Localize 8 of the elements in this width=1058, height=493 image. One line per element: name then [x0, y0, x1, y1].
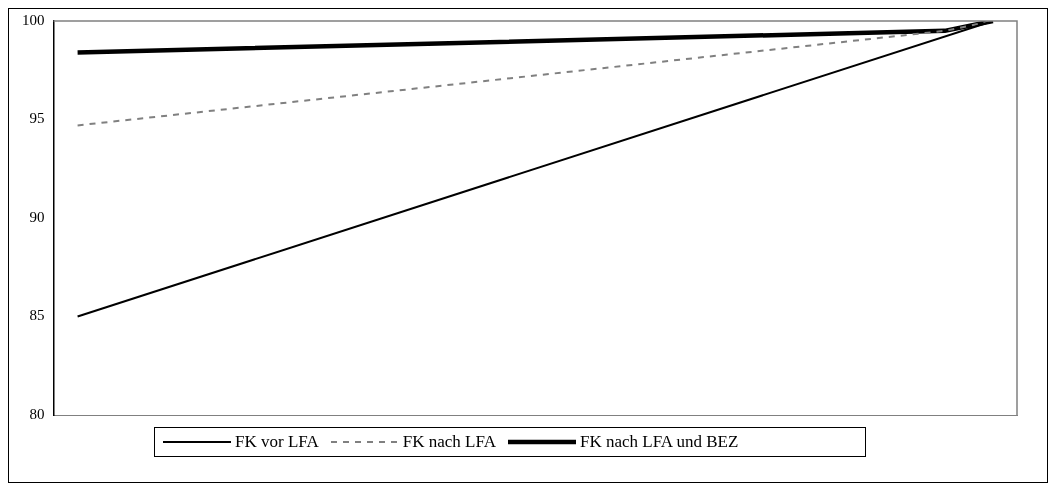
y-tick-label: 95 — [29, 110, 45, 127]
y-tick-label: 90 — [29, 208, 45, 225]
y-tick-label: 80 — [29, 405, 45, 422]
legend-label: FK vor LFA — [235, 432, 319, 452]
legend-label: FK nach LFA und BEZ — [579, 432, 739, 452]
y-tick-label: 100 — [22, 11, 45, 28]
legend-label: FK nach LFA — [402, 432, 496, 452]
y-tick-label: 85 — [29, 307, 45, 324]
